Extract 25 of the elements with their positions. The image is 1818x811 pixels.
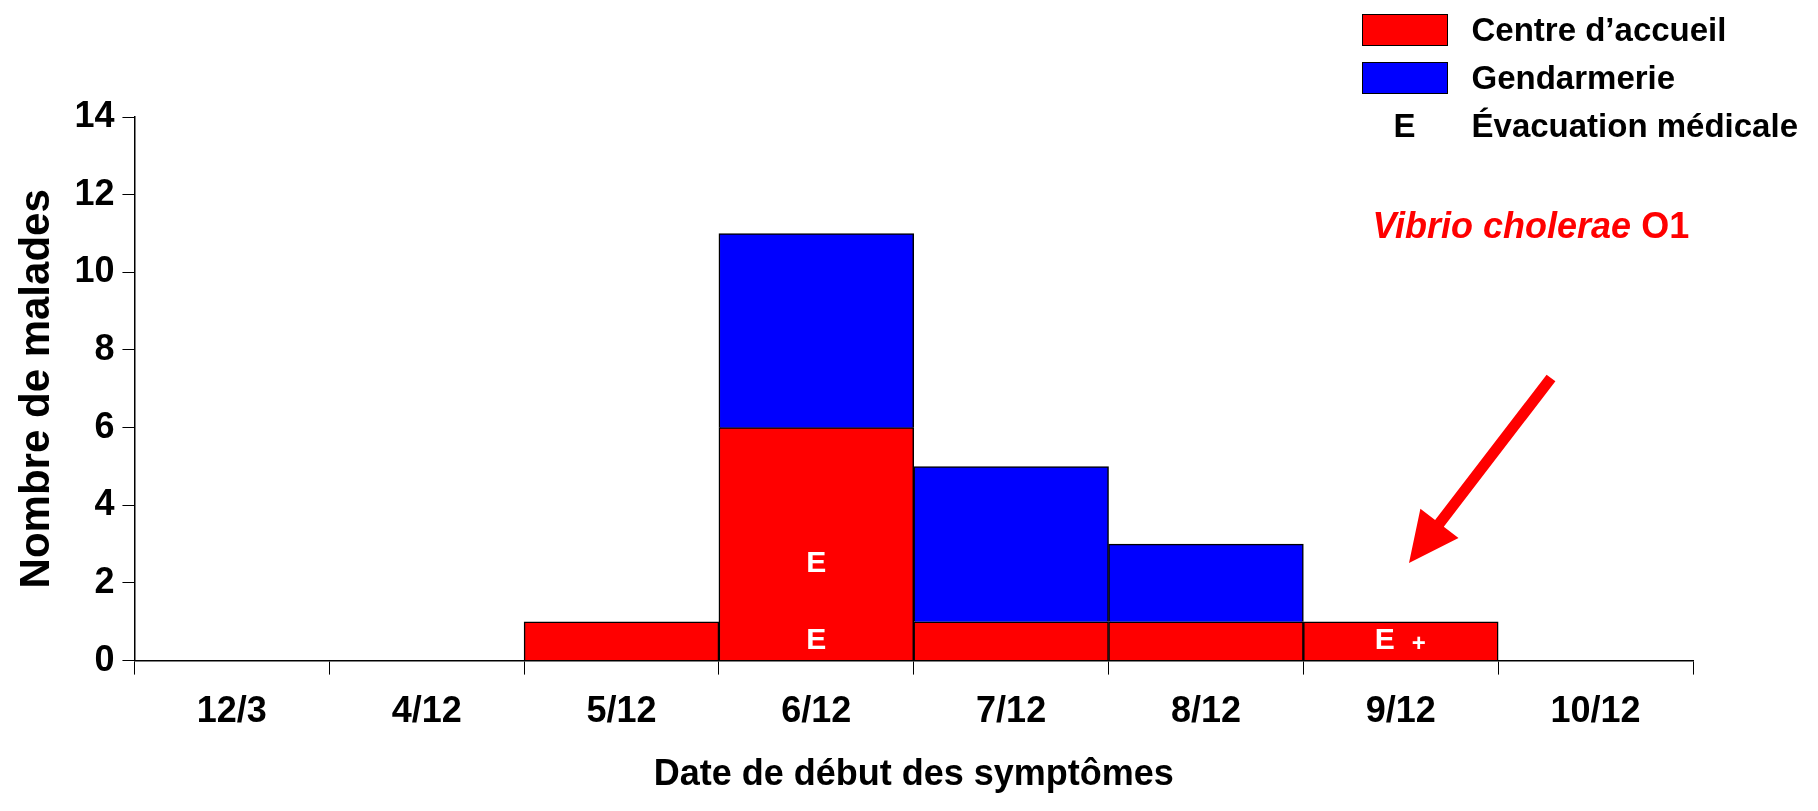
y-tick-label: 6 [94, 404, 115, 446]
y-tick-label: 8 [94, 326, 115, 368]
y-tick-label: 10 [74, 249, 115, 291]
y-axis-title: Nombre de malades [10, 189, 58, 589]
x-tick-label: 6/12 [781, 689, 852, 731]
y-tick-label: 0 [94, 637, 115, 679]
x-tick-label: 12/3 [196, 689, 267, 731]
y-tick-label: 12 [74, 171, 115, 213]
text: E Évacuation médicale [1393, 107, 1798, 144]
y-tick-label: 4 [94, 482, 115, 524]
x-tick-label: 9/12 [1365, 689, 1436, 731]
x-tick-label: 7/12 [976, 689, 1047, 731]
annotation: E [806, 544, 827, 578]
legend-label: Gendarmerie [1471, 59, 1676, 97]
x-tick-label: 10/12 [1550, 689, 1641, 731]
y-tick-label: 2 [94, 559, 115, 601]
annotation: E [806, 622, 827, 656]
legend-label: Centre d’accueil [1471, 11, 1727, 49]
x-axis-title: Date de début des symptômes [653, 752, 1174, 794]
x-tick-label: 8/12 [1170, 689, 1241, 731]
x-tick-label: 4/12 [391, 689, 462, 731]
annotation: E + [1374, 622, 1426, 656]
annotation: Vibrio cholerae O1 [1372, 204, 1690, 246]
x-tick-label: 5/12 [586, 689, 657, 731]
y-tick-label: 14 [74, 93, 115, 135]
